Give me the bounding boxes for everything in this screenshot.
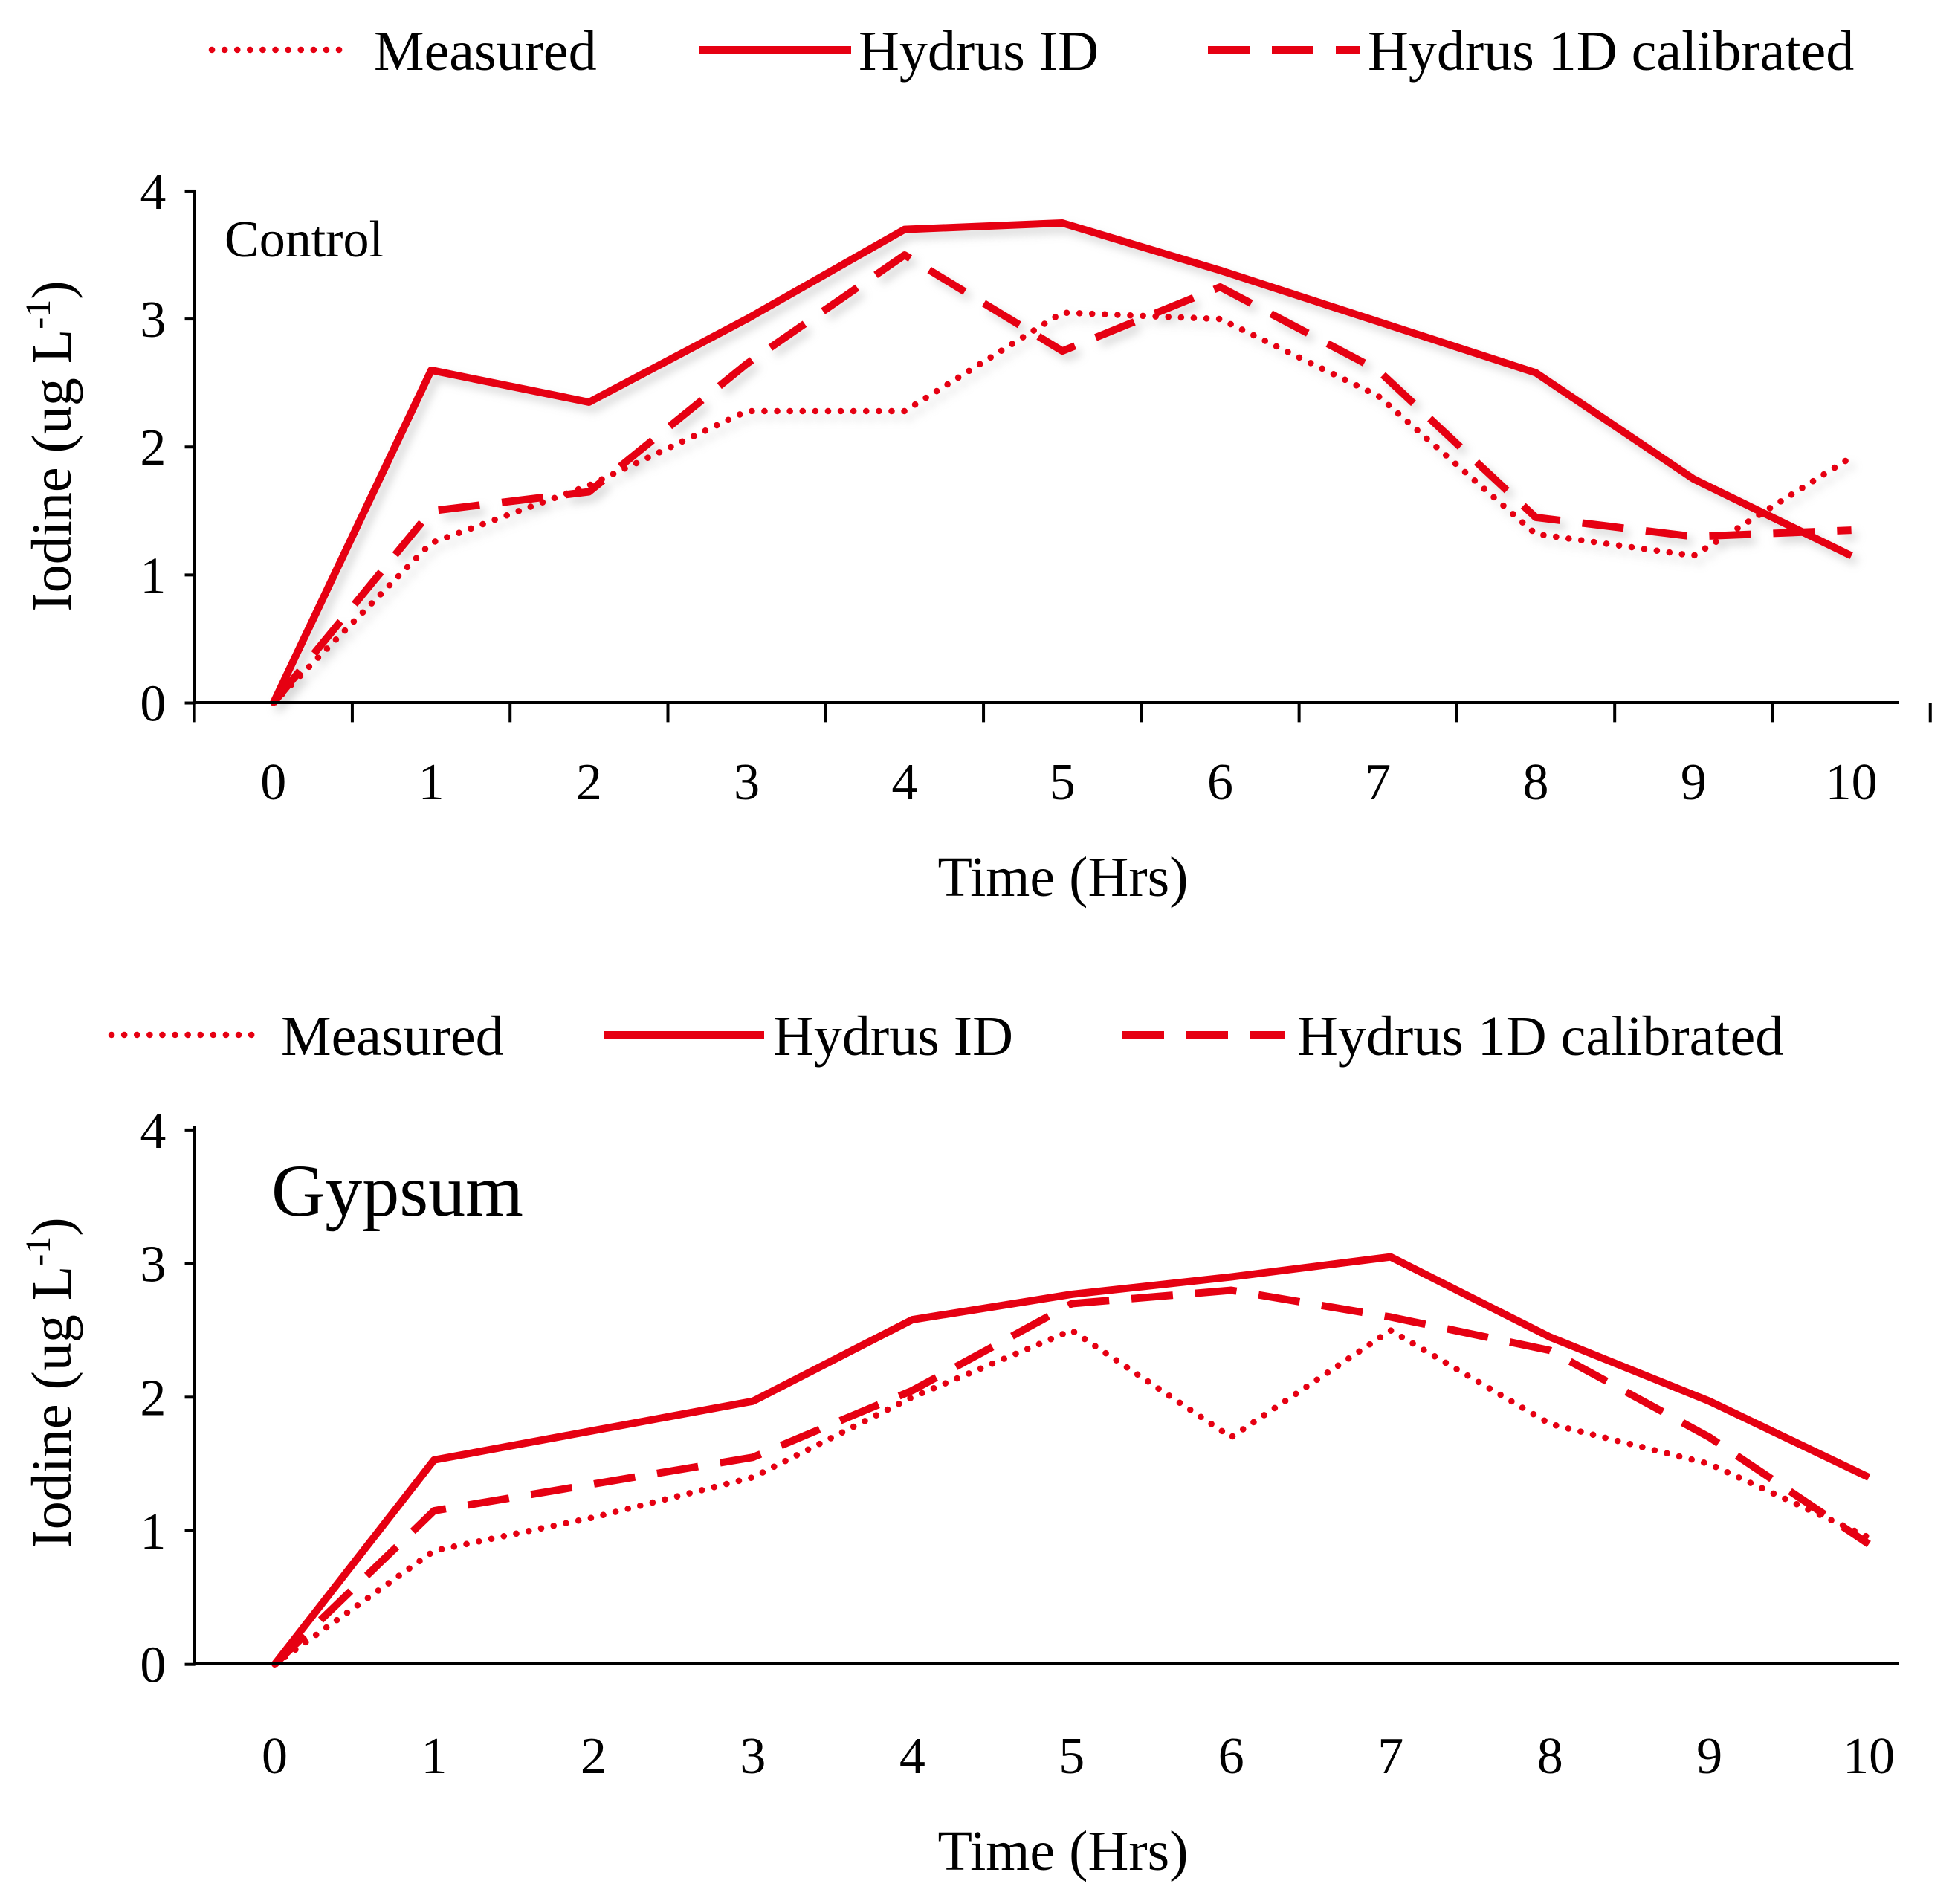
x-tick-label: 2 [581, 1728, 607, 1785]
panel-label-gypsum: Gypsum [271, 1149, 523, 1232]
series-shadow-measured [275, 315, 1860, 712]
x-tick-label: 3 [734, 754, 760, 811]
y-tick-label: 3 [140, 291, 166, 349]
legend-control: Measured Hydrus ID Hydrus 1D calibrated [208, 20, 1854, 83]
y-axis-title-text: Iodine (ug L [21, 329, 83, 612]
series-line-measured [271, 1327, 1872, 1668]
x-axis-title-control: Time (Hrs) [937, 846, 1188, 909]
y-tick-label: 3 [140, 1236, 166, 1294]
series-shadow-hydrus-id [275, 225, 1858, 711]
y-axis-title-sup: -1 [19, 1236, 58, 1266]
x-tick-label: 0 [262, 1728, 288, 1785]
y-ticks-control: 0 1 2 3 4 [140, 164, 196, 733]
x-tick-label: 1 [419, 754, 445, 811]
y-tick-label: 0 [140, 1637, 166, 1694]
y-tick-label: 2 [140, 1369, 166, 1427]
x-tick-label: 9 [1696, 1728, 1722, 1785]
series-line-hydrus-1d-calibrated [272, 1286, 1871, 1668]
y-axis-title-sup: -1 [19, 300, 58, 329]
y-axis-title-text: Iodine (ug L [21, 1266, 83, 1549]
series-line-hydrus-id [270, 219, 1853, 705]
x-ticks-control: 0 1 2 3 4 5 6 7 8 9 10 [193, 703, 1932, 811]
x-tick-label: 4 [891, 754, 917, 811]
y-tick-label: 0 [140, 676, 166, 733]
plot-area-gypsum [271, 1253, 1872, 1668]
x-tick-label: 7 [1365, 754, 1391, 811]
x-tick-label: 6 [1207, 754, 1233, 811]
series-line-hydrus-id [271, 1253, 1871, 1667]
y-axis-title-close: ) [21, 280, 83, 299]
legend-gypsum: Measured Hydrus ID Hydrus 1D calibrated [108, 1005, 1783, 1068]
x-tick-label: 6 [1218, 1728, 1244, 1785]
x-tick-label: 10 [1843, 1728, 1895, 1785]
y-tick-label: 1 [140, 1503, 166, 1561]
legend-label-hydrus: Hydrus ID [859, 20, 1099, 83]
y-tick-label: 4 [140, 164, 166, 221]
legend-label-hydrus-calibrated: Hydrus 1D calibrated [1368, 20, 1854, 83]
x-tick-label: 2 [576, 754, 602, 811]
x-tick-label: 10 [1826, 754, 1878, 811]
y-tick-label: 4 [140, 1103, 166, 1160]
x-tick-label: 8 [1537, 1728, 1563, 1785]
x-tick-label: 5 [1059, 1728, 1085, 1785]
y-tick-label: 2 [140, 419, 166, 477]
y-ticks-gypsum: 0 1 2 3 4 [140, 1103, 196, 1694]
chart-gypsum: Measured Hydrus ID Hydrus 1D calibrated … [19, 1005, 1899, 1882]
x-tick-label: 5 [1050, 754, 1076, 811]
legend-label-hydrus: Hydrus ID [773, 1005, 1013, 1068]
y-axis-title-close: ) [21, 1217, 83, 1236]
shadows-control [275, 225, 1860, 712]
chart-control: Measured Hydrus ID Hydrus 1D calibrated … [19, 20, 1932, 909]
plot-area-control [270, 219, 1855, 706]
series-shadow-hydrus-1d-calibrated [275, 257, 1857, 711]
y-tick-label: 1 [140, 547, 166, 604]
series-line-hydrus-1d-calibrated [270, 251, 1852, 706]
legend-label-measured: Measured [374, 20, 597, 83]
x-tick-label: 9 [1681, 754, 1707, 811]
x-tick-label: 3 [740, 1728, 766, 1785]
x-axis-title-gypsum: Time (Hrs) [937, 1820, 1188, 1882]
legend-label-hydrus-calibrated: Hydrus 1D calibrated [1297, 1005, 1783, 1068]
x-tick-label: 1 [421, 1728, 447, 1785]
x-tick-label: 0 [260, 754, 286, 811]
y-axis-title-control: Iodine (ug L-1) [19, 280, 83, 611]
x-tick-label: 8 [1523, 754, 1549, 811]
x-ticks-gypsum: 0 1 2 3 4 5 6 7 8 9 10 [262, 1728, 1895, 1785]
y-axis-title-gypsum: Iodine (ug L-1) [19, 1217, 83, 1548]
x-tick-label: 4 [899, 1728, 925, 1785]
panel-label-control: Control [224, 211, 384, 268]
legend-label-measured: Measured [281, 1005, 504, 1068]
x-tick-label: 7 [1377, 1728, 1403, 1785]
